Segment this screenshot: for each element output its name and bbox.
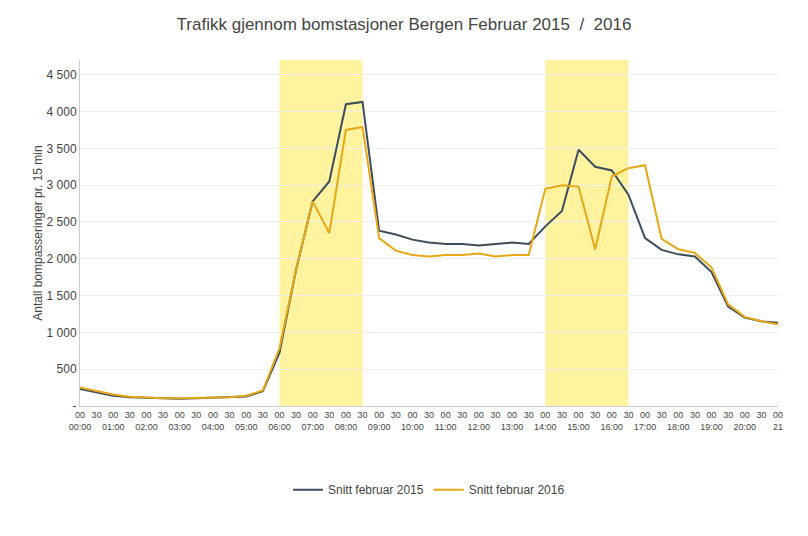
- svg-text:3 500: 3 500: [47, 142, 77, 156]
- svg-text:30: 30: [690, 410, 700, 420]
- svg-text:30: 30: [324, 410, 334, 420]
- svg-text:30: 30: [191, 410, 201, 420]
- svg-text:500: 500: [57, 362, 77, 376]
- svg-text:0001:00: 0001:00: [102, 410, 125, 432]
- svg-text:3 000: 3 000: [47, 178, 77, 192]
- svg-text:30: 30: [524, 410, 534, 420]
- svg-text:30: 30: [125, 410, 135, 420]
- svg-text:0014:00: 0014:00: [534, 410, 557, 432]
- svg-text:0004:00: 0004:00: [202, 410, 225, 432]
- svg-text:0015:00: 0015:00: [567, 410, 590, 432]
- svg-text:30: 30: [590, 410, 600, 420]
- svg-text:Antall bompasseringer pr. 15 m: Antall bompasseringer pr. 15 min: [31, 145, 45, 320]
- svg-text:30: 30: [657, 410, 667, 420]
- svg-text:0010:00: 0010:00: [401, 410, 424, 432]
- svg-text:30: 30: [291, 410, 301, 420]
- svg-text:0003:00: 0003:00: [168, 410, 191, 432]
- svg-text:0013:00: 0013:00: [501, 410, 524, 432]
- svg-text:4 500: 4 500: [47, 68, 77, 82]
- svg-text:0002:00: 0002:00: [135, 410, 158, 432]
- svg-text:0016:00: 0016:00: [601, 410, 624, 432]
- svg-text:0008:00: 0008:00: [335, 410, 358, 432]
- svg-text:30: 30: [756, 410, 766, 420]
- svg-text:30: 30: [92, 410, 102, 420]
- svg-text:0018:00: 0018:00: [667, 410, 690, 432]
- svg-text:30: 30: [723, 410, 733, 420]
- svg-text:1 500: 1 500: [47, 289, 77, 303]
- svg-text:0011:00: 0011:00: [435, 410, 457, 432]
- svg-text:0021: 0021: [773, 410, 783, 432]
- svg-text:30: 30: [623, 410, 633, 420]
- svg-text:30: 30: [158, 410, 168, 420]
- svg-text:30: 30: [490, 410, 500, 420]
- svg-text:30: 30: [557, 410, 567, 420]
- svg-text:1 000: 1 000: [47, 326, 77, 340]
- svg-text:0006:00: 0006:00: [268, 410, 291, 432]
- svg-text:30: 30: [258, 410, 268, 420]
- svg-text:30: 30: [424, 410, 434, 420]
- svg-text:30: 30: [225, 410, 235, 420]
- svg-text:0007:00: 0007:00: [301, 410, 324, 432]
- svg-text:30: 30: [358, 410, 368, 420]
- svg-text:2 500: 2 500: [47, 215, 77, 229]
- svg-text:Snitt februar 2016: Snitt februar 2016: [469, 483, 565, 497]
- svg-text:0012:00: 0012:00: [468, 410, 491, 432]
- svg-text:0005:00: 0005:00: [235, 410, 258, 432]
- svg-text:0019:00: 0019:00: [700, 410, 723, 432]
- svg-text:0017:00: 0017:00: [634, 410, 657, 432]
- svg-text:Trafikk gjennom bomstasjoner B: Trafikk gjennom bomstasjoner Bergen Febr…: [177, 15, 632, 34]
- svg-text:0009:00: 0009:00: [368, 410, 391, 432]
- svg-text:0000:00: 0000:00: [69, 410, 92, 432]
- svg-text:30: 30: [457, 410, 467, 420]
- svg-text:30: 30: [391, 410, 401, 420]
- svg-text:Snitt februar 2015: Snitt februar 2015: [328, 483, 424, 497]
- svg-text:0020:00: 0020:00: [733, 410, 756, 432]
- svg-text:-: -: [73, 399, 77, 413]
- svg-text:2 000: 2 000: [47, 252, 77, 266]
- svg-text:4 000: 4 000: [47, 105, 77, 119]
